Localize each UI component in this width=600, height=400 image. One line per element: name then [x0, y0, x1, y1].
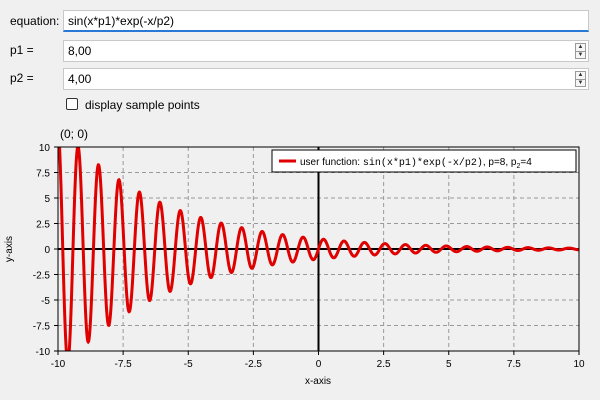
display-sample-points-checkbox[interactable]: [66, 98, 78, 110]
legend-box: [271, 149, 577, 173]
svg-text:user function: sin(x*p1)*exp(-: user function: sin(x*p1)*exp(-x/p2), p=8…: [300, 157, 532, 170]
y-tick-label: -5: [41, 296, 50, 307]
triangle-down-icon[interactable]: ▼: [575, 51, 586, 59]
legend-subscript: 2: [516, 163, 520, 170]
triangle-up-icon[interactable]: ▲: [575, 71, 586, 80]
x-tick-label: -5: [184, 359, 193, 370]
legend-prefix: user function:: [300, 157, 363, 168]
legend: user function: sin(x*p1)*exp(-x/p2), p=8…: [271, 149, 577, 173]
p1-spin-buttons[interactable]: ▲ ▼: [575, 43, 586, 59]
y-tick-label: 7.5: [36, 169, 50, 180]
legend-code: sin(x*p1)*exp(-x/p2): [363, 157, 483, 169]
y-tick-label: 2.5: [36, 220, 50, 231]
plot-frame: [57, 146, 580, 352]
series-line: [58, 147, 579, 351]
p2-spin-buttons[interactable]: ▲ ▼: [575, 71, 586, 87]
p1-spinbox[interactable]: ▲ ▼: [63, 40, 589, 62]
x-tick-label: 5: [446, 359, 452, 370]
p1-input[interactable]: [68, 43, 540, 59]
x-tick-label: -7.5: [115, 359, 133, 370]
equation-input[interactable]: [68, 13, 540, 29]
x-tick-label: -2.5: [245, 359, 263, 370]
y-tick-label: 10: [39, 143, 51, 154]
equation-field[interactable]: [63, 10, 589, 32]
coordinate-readout: (0; 0): [60, 127, 89, 141]
p2-input[interactable]: [68, 71, 540, 87]
y-tick-label: 0: [44, 245, 50, 256]
y-axis-label: y-axis: [4, 236, 15, 262]
y-tick-label: -10: [36, 347, 51, 358]
triangle-down-icon[interactable]: ▼: [575, 79, 586, 87]
display-sample-points-label[interactable]: display sample points: [85, 98, 200, 112]
p2-label: p2 =: [10, 71, 34, 85]
triangle-up-icon[interactable]: ▲: [575, 43, 586, 52]
x-tick-label: 10: [573, 359, 585, 370]
y-tick-label: -7.5: [33, 322, 51, 333]
x-tick-label: -10: [51, 359, 66, 370]
p1-label: p1 =: [10, 43, 34, 57]
legend-suffix: , p=8, p: [483, 157, 517, 168]
legend-tail: =4: [520, 157, 532, 168]
y-tick-label: 5: [44, 194, 50, 205]
equation-label: equation:: [10, 14, 60, 28]
y-tick-label: -2.5: [33, 271, 51, 282]
x-tick-label: 0: [316, 359, 322, 370]
x-tick-label: 7.5: [507, 359, 521, 370]
p2-spinbox[interactable]: ▲ ▼: [63, 68, 589, 90]
x-axis-label: x-axis: [305, 376, 331, 387]
x-tick-label: 2.5: [377, 359, 391, 370]
